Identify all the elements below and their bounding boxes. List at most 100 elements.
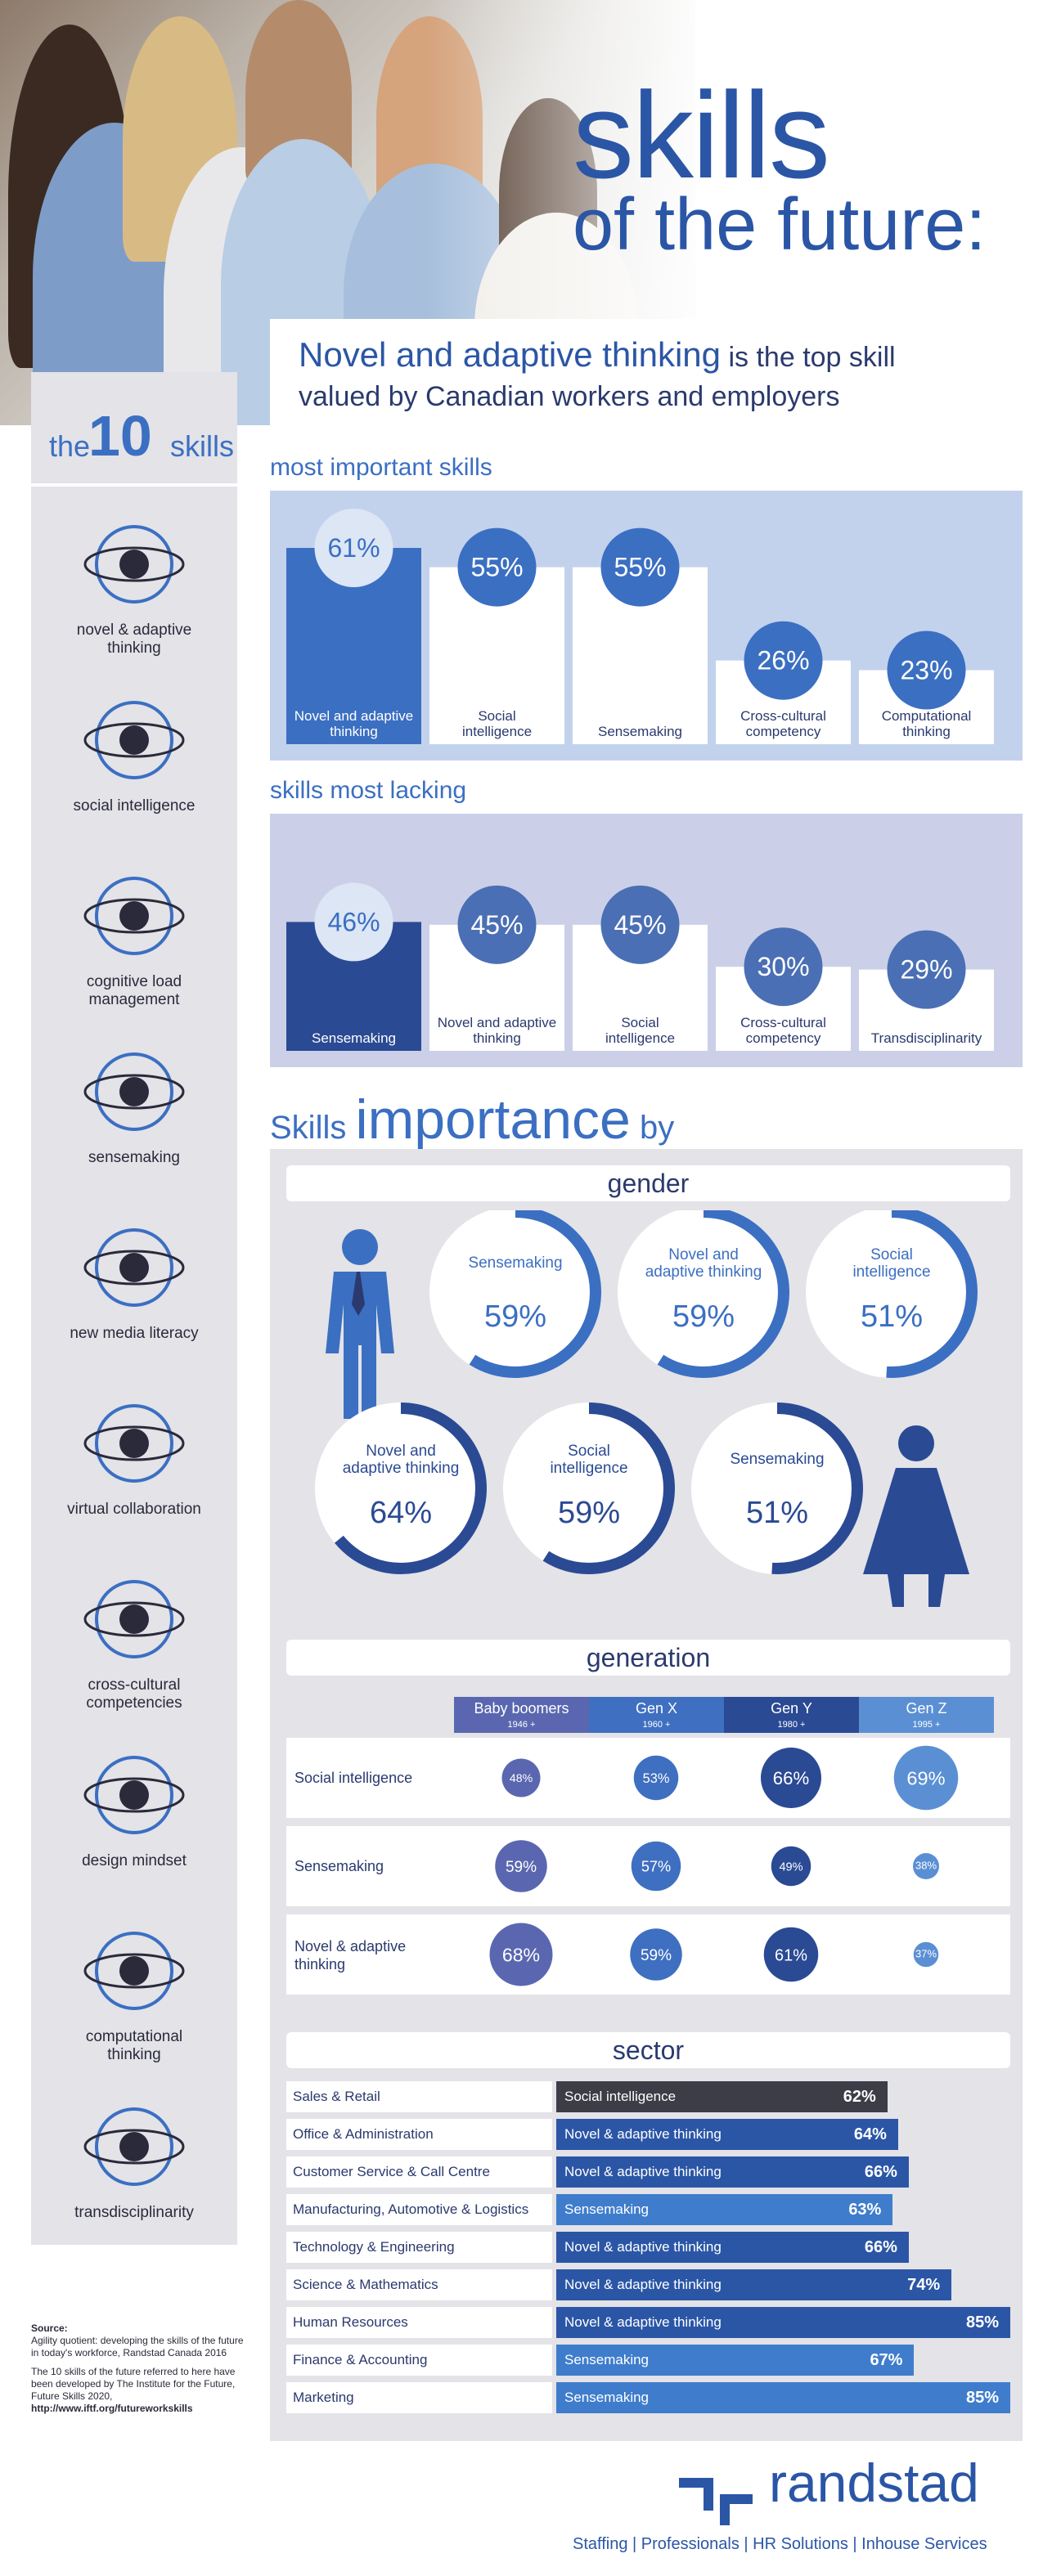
sidebar-item: new media literacy (31, 1206, 237, 1370)
ring-arc (315, 1402, 487, 1574)
ring-label: Social (870, 1246, 913, 1263)
sector-bar: Novel & adaptive thinking 64% (556, 2119, 898, 2150)
sector-header: sector (286, 2032, 1010, 2068)
ring-label: Sensemaking (468, 1254, 562, 1272)
ring-arc (503, 1402, 675, 1574)
sector-row: Science & Mathematics Novel & adaptive th… (286, 2269, 1010, 2300)
ring-label: intelligence (852, 1263, 930, 1281)
sector-row: Manufacturing, Automotive & Logistics Sen… (286, 2194, 1010, 2225)
sector-value: 67% (870, 2351, 903, 2369)
sector-value: 85% (965, 2389, 999, 2407)
sidebar-item-label: social intelligence (73, 797, 196, 815)
generation-row: Novel & adaptive thinking 68% 59% 61% 37% (286, 1914, 1010, 1995)
headline-highlight: Novel and adaptive thinking (299, 335, 722, 374)
ring-value: 51% (861, 1299, 923, 1334)
generation-value: 68% (502, 1944, 540, 1965)
generation-header: generation (286, 1640, 1010, 1676)
monitor-gears-icon (31, 1918, 237, 2024)
data-label: 26% (757, 646, 809, 675)
devices-icon (31, 863, 237, 969)
sector-row: Finance & Accounting Sensemaking 67% (286, 2345, 1010, 2376)
ring-label: Social (568, 1443, 610, 1460)
sector-value: 74% (907, 2276, 941, 2294)
sector-value: 63% (848, 2201, 882, 2219)
generation-value: 48% (510, 1771, 533, 1784)
generation-row-bubbles: 68% 59% 61% 37% (489, 1923, 939, 1986)
generation-years: 1980 + (777, 1720, 806, 1730)
source-heading: Source: (31, 2322, 68, 2334)
importance-suffix: by (639, 1110, 675, 1146)
data-label: 45% (614, 910, 666, 940)
generation-value: 61% (775, 1946, 807, 1964)
generation-value: 59% (641, 1947, 672, 1964)
ring-value: 64% (370, 1496, 432, 1530)
sector-name: Technology & Engineering (286, 2232, 552, 2263)
ring-arc (806, 1210, 978, 1378)
sidebar-item: virtual collaboration (31, 1382, 237, 1546)
sector-name: Office & Administration (286, 2119, 552, 2150)
generation-bubble (630, 1928, 682, 1981)
source-url[interactable]: http://www.iftf.org/futureworkskills (31, 2403, 193, 2414)
value-bubble (744, 927, 823, 1007)
data-label: 55% (470, 553, 523, 582)
sidebar-item: cross-cultural competencies (31, 1558, 237, 1721)
female-icon (863, 1425, 969, 1607)
ring-value: 59% (484, 1299, 546, 1334)
sector-name: Sales & Retail (286, 2081, 552, 2112)
value-bubble (314, 509, 393, 587)
sector-value: 85% (965, 2313, 999, 2331)
bar-category-label: thinking (473, 1030, 521, 1046)
generation-row-bubbles: 48% 53% 66% 69% (501, 1745, 959, 1811)
laptop-mail-icon (31, 1214, 237, 1321)
footer-tagline: Staffing | Professionals | HR Solutions … (573, 2535, 987, 2553)
ring-arc (691, 1402, 863, 1574)
sector-bar: Sensemaking 85% (556, 2382, 1010, 2413)
generation-row-label: Novel & adaptive thinking (294, 1938, 407, 1972)
generation-value: 38% (915, 1860, 937, 1872)
sidebar-item: social intelligence (31, 679, 237, 842)
source-line1: Agility quotient: developing the skills … (31, 2335, 244, 2358)
generation-value: 59% (506, 1859, 537, 1876)
generation-value: 53% (643, 1771, 670, 1786)
ring-value: 51% (746, 1496, 808, 1530)
data-label: 29% (900, 955, 952, 985)
generation-value: 49% (779, 1860, 802, 1874)
exchange-icon (31, 1390, 237, 1497)
sector-row: Sales & Retail Social intelligence 62% (286, 2081, 1010, 2112)
sector-bar: Sensemaking 63% (556, 2194, 893, 2225)
sector-skill: Sensemaking (564, 2352, 650, 2367)
globe-person-icon (31, 1039, 237, 1145)
data-label: 46% (327, 907, 380, 936)
section-title-lacking: skills most lacking (270, 777, 467, 804)
headline-banner: Novel and adaptive thinking is the top s… (270, 319, 1043, 433)
sidebar-item-label: design mindset (82, 1852, 187, 1869)
headline-rest: is the top skill (721, 342, 896, 373)
bar-category-label: Cross-cultural (740, 1015, 826, 1030)
chart-most-lacking: 46% Sensemaking 45% Novel and adaptivethink… (270, 814, 1023, 1067)
ring-label: adaptive thinking (645, 1263, 762, 1281)
sector-name: Finance & Accounting (286, 2345, 552, 2376)
sector-bar: Novel & adaptive thinking 85% (556, 2307, 1010, 2338)
generation-column-header: Gen Z 1995 + (859, 1697, 994, 1733)
generation-bubble (771, 1846, 811, 1887)
sidebar-item-label: cognitive load management (86, 973, 182, 1008)
gear-globe-icon (31, 1566, 237, 1672)
generation-column-header: Baby boomers 1946 + (454, 1697, 589, 1733)
generation-name: Baby boomers (474, 1700, 569, 1717)
value-bubble (457, 885, 537, 964)
sector-skill: Novel & adaptive thinking (564, 2314, 722, 2330)
source-note: Source: Agility quotient: developing the… (31, 2322, 244, 2415)
generation-name: Gen Z (906, 1700, 947, 1717)
sidebar-item: cognitive load management (31, 855, 237, 1018)
randstad-logo-icon (679, 2478, 753, 2525)
sector-skill: Sensemaking (564, 2201, 650, 2217)
generation-years: 1995 + (912, 1720, 941, 1730)
ring-label: Novel and (668, 1246, 739, 1263)
page-title: skills (573, 66, 830, 204)
sidebar-item-label: virtual collaboration (67, 1501, 201, 1518)
ring-arc (618, 1210, 789, 1378)
sector-row: Office & Administration Novel & adaptive … (286, 2119, 1010, 2150)
generation-row: Sensemaking 59% 57% 49% 38% (286, 1826, 1010, 1906)
sector-row: Technology & Engineering Novel & adaptive… (286, 2232, 1010, 2263)
generation-bubble (761, 1748, 821, 1808)
